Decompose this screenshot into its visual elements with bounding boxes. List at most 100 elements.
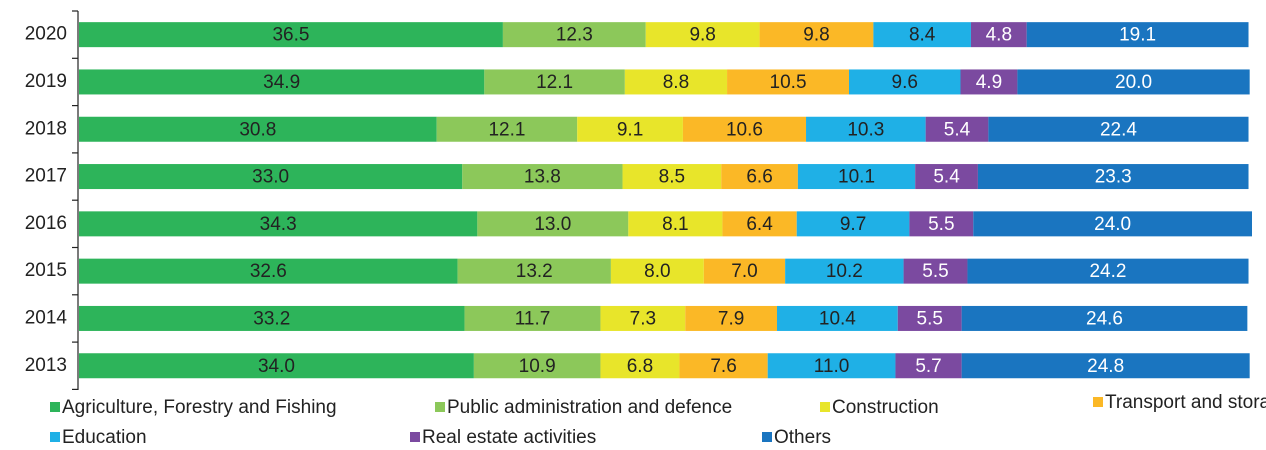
bar-segment bbox=[970, 22, 1027, 48]
bar-segment bbox=[727, 69, 849, 95]
data-label: 7.9 bbox=[718, 308, 744, 329]
y-tick-label: 2015 bbox=[25, 260, 67, 281]
bar-segment bbox=[79, 69, 485, 95]
data-label: 24.0 bbox=[1094, 214, 1131, 235]
data-label: 10.2 bbox=[826, 261, 863, 282]
bar-segment bbox=[645, 22, 760, 48]
bar-segment bbox=[484, 69, 625, 95]
legend-swatch bbox=[762, 432, 772, 442]
data-label: 6.6 bbox=[746, 167, 772, 188]
bar-segment bbox=[767, 353, 896, 379]
data-label: 8.1 bbox=[662, 214, 688, 235]
data-label: 7.0 bbox=[731, 261, 757, 282]
data-label: 11.0 bbox=[814, 356, 850, 377]
bar-segment bbox=[873, 22, 971, 48]
data-label: 11.7 bbox=[515, 308, 551, 329]
data-label: 33.0 bbox=[252, 167, 289, 188]
legend-swatch bbox=[435, 402, 445, 412]
data-label: 8.0 bbox=[644, 261, 670, 282]
data-label: 23.3 bbox=[1095, 167, 1132, 188]
data-label: 10.9 bbox=[519, 356, 556, 377]
bar-segment bbox=[622, 164, 722, 190]
bar-segment bbox=[473, 353, 601, 379]
bar-segment bbox=[721, 164, 798, 190]
legend-swatch bbox=[50, 402, 60, 412]
data-label: 5.7 bbox=[915, 356, 941, 377]
data-label: 24.8 bbox=[1087, 356, 1124, 377]
data-label: 4.8 bbox=[986, 25, 1012, 46]
y-tick-label: 2019 bbox=[25, 71, 67, 92]
bar-segment bbox=[624, 69, 728, 95]
bar-segment bbox=[759, 22, 874, 48]
data-label: 5.5 bbox=[922, 261, 948, 282]
data-label: 34.9 bbox=[263, 72, 300, 93]
legend-label: Transport and storage bbox=[1105, 392, 1266, 413]
bar-segment bbox=[722, 211, 797, 237]
bar-segment bbox=[685, 305, 777, 331]
bar-segment bbox=[915, 164, 978, 190]
bar-segment bbox=[1026, 22, 1249, 48]
legend-label: Others bbox=[774, 427, 831, 448]
y-tick-label: 2014 bbox=[25, 307, 68, 328]
bar-segment bbox=[797, 164, 916, 190]
bar-segment bbox=[909, 211, 974, 237]
data-label: 7.6 bbox=[710, 356, 736, 377]
data-label: 8.8 bbox=[663, 72, 689, 93]
legend-label: Construction bbox=[832, 397, 939, 418]
data-label: 12.3 bbox=[556, 25, 593, 46]
bar-segment bbox=[848, 69, 961, 95]
data-label: 5.4 bbox=[944, 119, 971, 140]
data-label: 9.1 bbox=[617, 119, 643, 140]
bar-segment bbox=[903, 258, 968, 284]
bar-segment bbox=[457, 258, 611, 284]
bar-segment bbox=[502, 22, 646, 48]
legend-swatch bbox=[1093, 397, 1103, 407]
legend-label: Public administration and defence bbox=[447, 397, 732, 418]
data-label: 8.4 bbox=[909, 25, 936, 46]
data-label: 36.5 bbox=[272, 25, 309, 46]
data-label: 10.5 bbox=[770, 72, 807, 93]
bar-segment bbox=[977, 164, 1249, 190]
bar-segment bbox=[477, 211, 629, 237]
data-label: 10.1 bbox=[838, 167, 875, 188]
legend-label: Agriculture, Forestry and Fishing bbox=[62, 397, 337, 418]
data-label: 13.2 bbox=[516, 261, 553, 282]
data-label: 24.6 bbox=[1086, 308, 1123, 329]
bar-segment bbox=[1017, 69, 1250, 95]
bar-segment bbox=[436, 116, 578, 142]
data-label: 5.5 bbox=[928, 214, 954, 235]
data-label: 6.4 bbox=[746, 214, 773, 235]
bar-segment bbox=[79, 116, 437, 142]
data-label: 9.8 bbox=[803, 25, 829, 46]
bar-segment bbox=[464, 305, 601, 331]
bar-segment bbox=[679, 353, 768, 379]
bar-segment bbox=[806, 116, 926, 142]
bar-segment bbox=[577, 116, 683, 142]
data-label: 12.1 bbox=[488, 119, 525, 140]
data-label: 22.4 bbox=[1100, 119, 1137, 140]
legend-label: Education bbox=[62, 427, 147, 448]
bar-segment bbox=[628, 211, 723, 237]
data-label: 5.5 bbox=[917, 308, 943, 329]
bar-segment bbox=[925, 116, 989, 142]
data-label: 8.5 bbox=[659, 167, 685, 188]
data-label: 5.4 bbox=[933, 167, 960, 188]
data-label: 32.6 bbox=[250, 261, 287, 282]
data-label: 34.0 bbox=[258, 356, 295, 377]
data-label: 12.1 bbox=[536, 72, 573, 93]
bar-segment bbox=[600, 353, 680, 379]
data-label: 30.8 bbox=[239, 119, 276, 140]
data-label: 4.9 bbox=[976, 72, 1002, 93]
bar-segment bbox=[79, 258, 458, 284]
legend-swatch bbox=[50, 432, 60, 442]
data-label: 7.3 bbox=[630, 308, 656, 329]
y-tick-label: 2013 bbox=[25, 355, 67, 376]
bar-segment bbox=[79, 305, 465, 331]
bar-segment bbox=[462, 164, 623, 190]
bar-segment bbox=[895, 353, 962, 379]
legend-swatch bbox=[820, 402, 830, 412]
data-label: 13.8 bbox=[524, 167, 561, 188]
y-tick-label: 2020 bbox=[25, 24, 67, 45]
data-label: 10.4 bbox=[819, 308, 856, 329]
